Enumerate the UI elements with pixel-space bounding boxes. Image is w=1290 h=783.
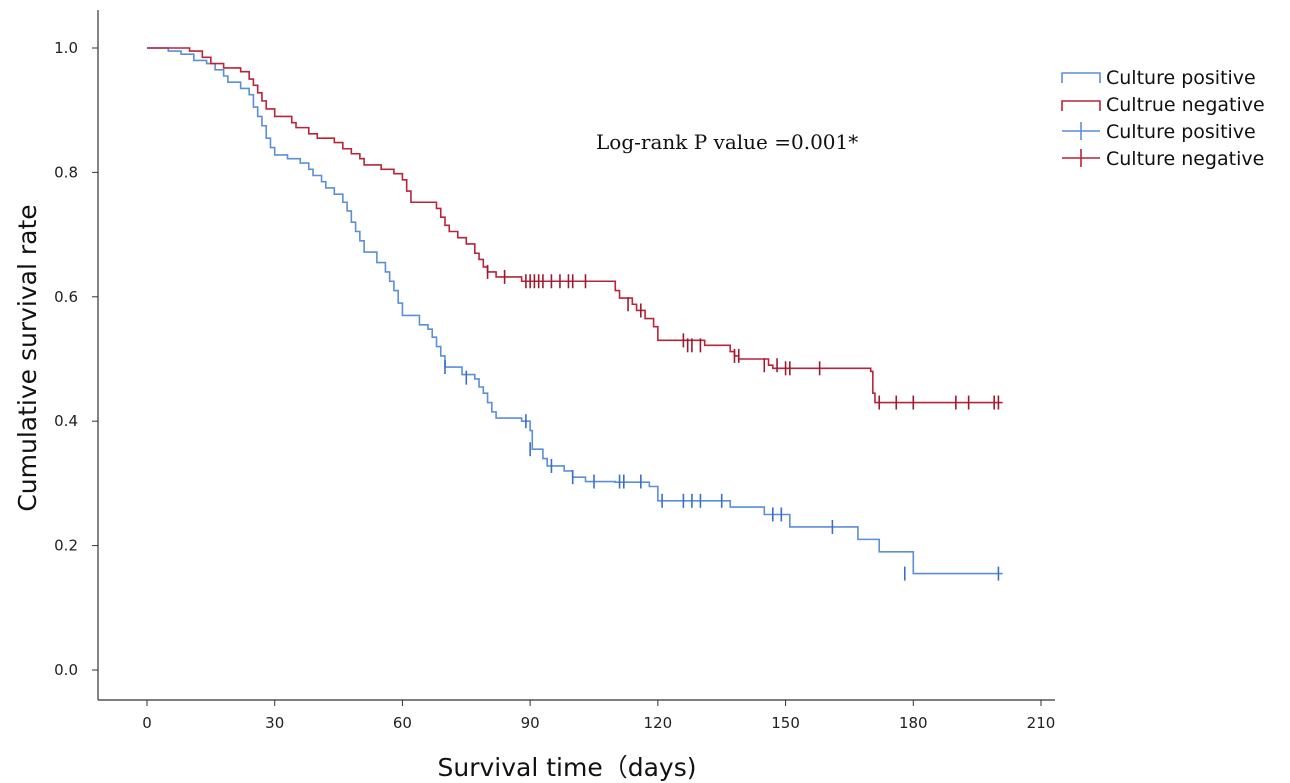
x-tick-label: 60: [393, 714, 412, 732]
x-tick-label: 210: [1027, 714, 1056, 732]
censor-marks-layer: [444, 264, 1000, 581]
survival-curve-negative: [147, 47, 1003, 404]
x-axis-title: Survival time（days): [438, 753, 697, 782]
legend-label: Cultrue negative: [1106, 94, 1265, 116]
y-tick-label: 0.8: [54, 163, 78, 181]
x-tick-label: 30: [265, 714, 284, 732]
y-axis-title: Cumulative survival rate: [13, 204, 42, 511]
axes: [97, 10, 1055, 701]
x-tick-label: 120: [644, 714, 673, 732]
x-tick-label: 90: [521, 714, 540, 732]
legend-item: Culture negative: [1062, 148, 1264, 170]
logrank-annotation: Log-rank P value =0.001*: [596, 130, 858, 154]
x-tick-label: 150: [771, 714, 800, 732]
survival-curve-positive: [147, 47, 1003, 575]
x-tick-label: 0: [142, 714, 152, 732]
series-layer: [147, 47, 1003, 575]
legend-item: Culture positive: [1062, 121, 1256, 143]
y-tick-label: 1.0: [54, 39, 78, 57]
legend-item: Culture positive: [1061, 67, 1256, 89]
legend-step-swatch: [1061, 72, 1101, 83]
legend-label: Culture positive: [1106, 67, 1256, 89]
y-tick-label: 0.2: [54, 537, 78, 555]
y-tick-label: 0.0: [54, 661, 78, 679]
y-tick-group: 0.0 0.2 0.4 0.6 0.8 1.0: [54, 39, 98, 679]
legend-label: Culture negative: [1106, 148, 1264, 170]
legend: Culture positive Cultrue negative Cultur…: [1061, 67, 1265, 170]
x-tick-label: 180: [899, 714, 928, 732]
legend-step-swatch: [1061, 100, 1101, 111]
legend-label: Culture positive: [1106, 121, 1256, 143]
y-tick-label: 0.4: [54, 412, 78, 430]
legend-item: Cultrue negative: [1061, 94, 1265, 116]
x-tick-group: 0 30 60 90 120 150 180 210: [142, 700, 1055, 732]
y-tick-label: 0.6: [54, 288, 78, 306]
